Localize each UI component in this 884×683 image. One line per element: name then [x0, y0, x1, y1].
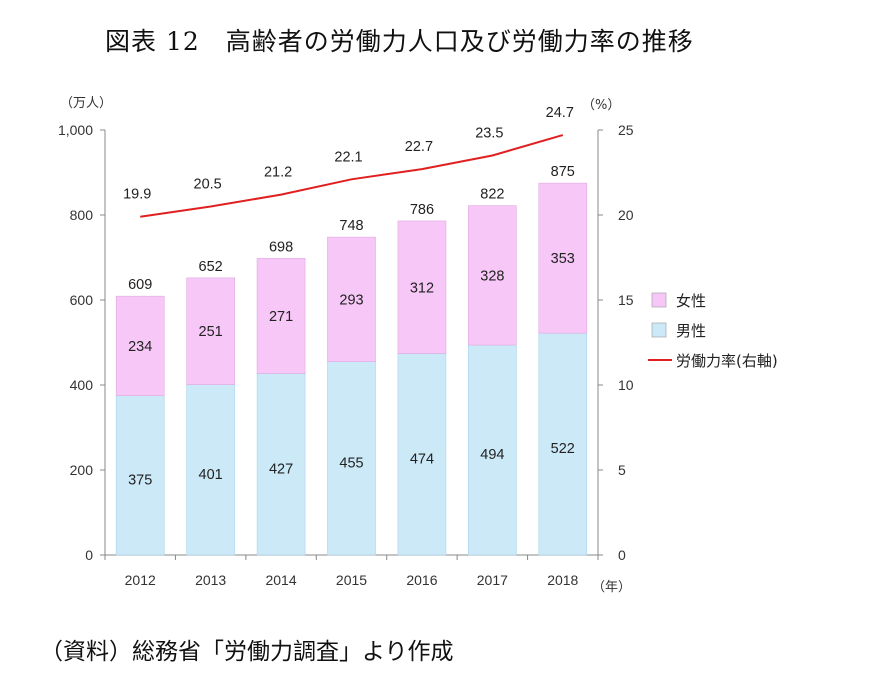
- label-total: 822: [480, 187, 504, 203]
- legend-swatch: [651, 322, 667, 338]
- left-axis-unit: （万人）: [60, 96, 112, 111]
- label-rate: 22.1: [334, 149, 362, 165]
- label-female: 312: [410, 280, 434, 296]
- label-total: 652: [199, 259, 223, 275]
- bar-female: [397, 220, 447, 354]
- chart-title: 図表 12 高齢者の労働力人口及び労働力率の推移: [105, 27, 694, 56]
- rate-line: [140, 134, 564, 218]
- label-total: 786: [410, 202, 434, 218]
- label-female: 353: [551, 251, 575, 267]
- label-male: 522: [551, 441, 575, 457]
- left-tick-label: 800: [70, 207, 94, 223]
- label-male: 474: [410, 451, 434, 467]
- left-tick-label: 200: [70, 462, 94, 478]
- label-rate: 20.5: [194, 177, 222, 193]
- label-total: 875: [551, 164, 575, 180]
- legend-label: 労働力率(右軸): [676, 352, 778, 370]
- label-rate: 21.2: [264, 165, 292, 181]
- bars: [115, 182, 588, 556]
- label-total: 609: [128, 277, 152, 293]
- label-male: 455: [339, 455, 363, 471]
- bar-male: [256, 373, 306, 556]
- left-tick-label: 0: [85, 547, 93, 563]
- bar-female: [468, 205, 517, 346]
- x-tick-label: 2016: [406, 572, 437, 588]
- x-tick-label: 2018: [547, 572, 578, 588]
- x-tick-label: 2012: [125, 572, 156, 588]
- bar-male: [538, 332, 588, 556]
- label-rate: 24.7: [546, 105, 574, 121]
- label-female: 234: [128, 339, 152, 355]
- x-tick-label: 2013: [195, 572, 226, 588]
- data-labels: 375 234 609 401 251 652 427 271 698 455 293 748 474 3…: [123, 105, 575, 488]
- label-female: 328: [480, 268, 504, 284]
- bar-female: [115, 295, 165, 396]
- bar-female: [538, 182, 588, 334]
- x-tick-label: 2015: [336, 572, 367, 588]
- right-tick-label: 15: [618, 292, 634, 308]
- label-rate: 23.5: [475, 126, 503, 142]
- x-axis-unit: （年）: [592, 580, 631, 595]
- x-tick-label: 2017: [477, 572, 508, 588]
- right-tick-label: 5: [618, 462, 626, 478]
- label-rate: 19.9: [123, 187, 151, 203]
- rate-series-line: [140, 134, 564, 218]
- bar-male: [115, 395, 165, 556]
- right-axis-unit: （%）: [582, 98, 620, 113]
- x-tick-label: 2014: [265, 572, 296, 588]
- legend-swatch: [651, 292, 667, 308]
- right-tick-label: 0: [618, 547, 626, 563]
- legend-label: 男性: [676, 322, 706, 340]
- label-rate: 22.7: [405, 139, 433, 155]
- right-tick-label: 20: [618, 207, 634, 223]
- label-male: 427: [269, 461, 293, 477]
- bar-male: [186, 384, 235, 556]
- label-male: 375: [128, 472, 152, 488]
- left-tick-label: 1,000: [58, 122, 93, 138]
- label-total: 698: [269, 239, 293, 255]
- left-tick-label: 600: [70, 292, 94, 308]
- bar-male: [397, 353, 447, 556]
- right-tick-label: 10: [618, 377, 634, 393]
- legend-label: 女性: [676, 292, 706, 310]
- right-tick-label: 25: [618, 122, 634, 138]
- label-male: 494: [480, 447, 504, 463]
- label-male: 401: [199, 467, 223, 483]
- label-female: 251: [199, 324, 223, 340]
- label-female: 293: [339, 292, 363, 308]
- left-tick-label: 400: [70, 377, 94, 393]
- bar-female: [256, 258, 306, 374]
- bar-female: [186, 277, 235, 385]
- bar-male: [327, 361, 376, 556]
- label-total: 748: [339, 218, 363, 234]
- label-female: 271: [269, 309, 293, 325]
- bar-female: [327, 236, 376, 362]
- bar-male: [468, 344, 517, 556]
- source-note: （資料）総務省「労働力調査」より作成: [40, 639, 454, 665]
